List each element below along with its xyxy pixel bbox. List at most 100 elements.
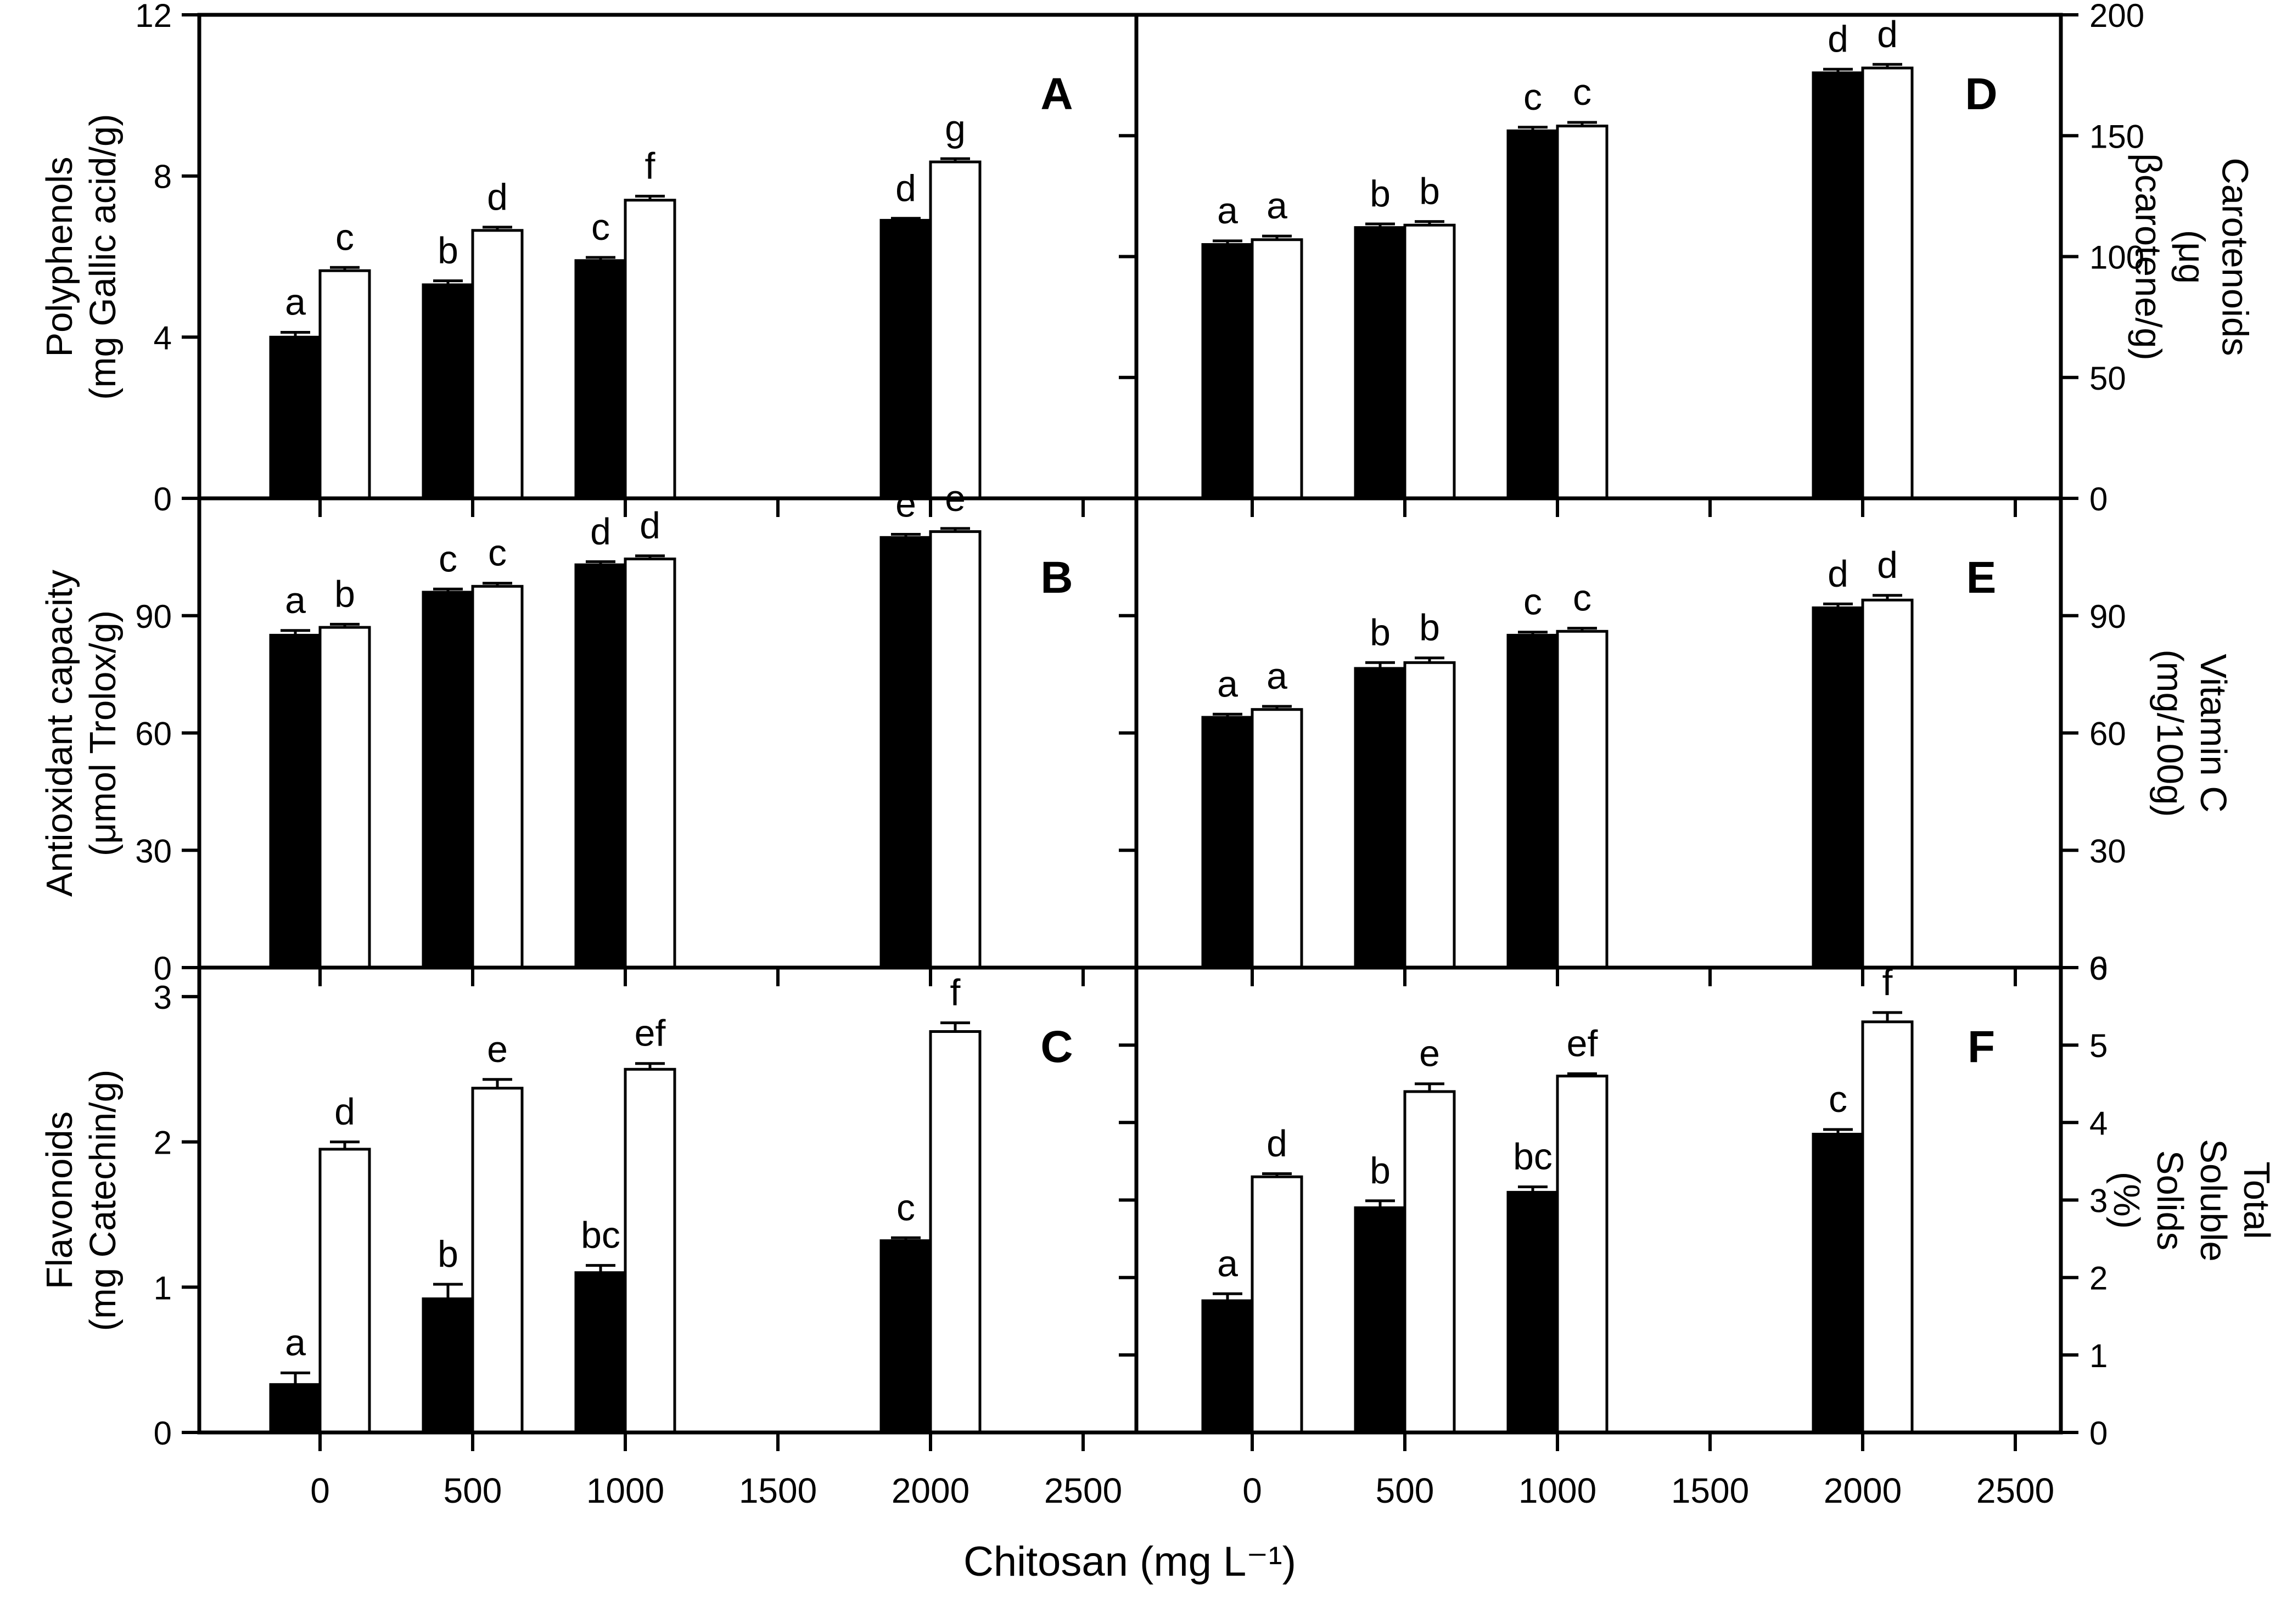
svg-text:2500: 2500 [1044, 1471, 1122, 1510]
svg-text:1500: 1500 [1671, 1471, 1749, 1510]
svg-text:2: 2 [154, 1125, 172, 1161]
svg-text:150: 150 [2089, 118, 2144, 155]
svg-text:D: D [1965, 69, 1997, 119]
svg-text:200: 200 [2089, 0, 2144, 34]
svg-text:30: 30 [2089, 833, 2126, 869]
svg-text:1000: 1000 [1518, 1471, 1596, 1510]
svg-text:bc: bc [1513, 1136, 1553, 1178]
svg-text:b: b [438, 1233, 458, 1275]
panel-D-chart: a a b b c c d d 0 50 100 150 200 D [1119, 0, 2144, 518]
svg-text:b: b [1370, 611, 1391, 653]
svg-text:c: c [1829, 1078, 1847, 1120]
panel-A-ylabel: Polyphenols (mg Gallic acid/g) [38, 113, 124, 400]
svg-text:b: b [334, 573, 355, 615]
svg-text:0: 0 [2089, 481, 2108, 518]
svg-text:60: 60 [2089, 716, 2126, 752]
svg-text:5: 5 [2089, 1027, 2108, 1064]
svg-text:a: a [285, 580, 306, 621]
panel-F-ylabel: Total Soluble Solids (%) [2105, 1138, 2278, 1262]
svg-text:0: 0 [310, 1471, 330, 1510]
svg-text:c: c [1573, 71, 1591, 113]
svg-text:d: d [1828, 18, 1848, 60]
svg-text:b: b [438, 230, 458, 272]
svg-text:ef: ef [635, 1013, 666, 1054]
svg-text:C: C [1040, 1022, 1073, 1072]
svg-text:a: a [1266, 655, 1287, 697]
svg-text:E: E [1966, 553, 1997, 603]
svg-text:a: a [1217, 1243, 1238, 1284]
svg-text:f: f [645, 145, 655, 187]
svg-text:2000: 2000 [1824, 1471, 1902, 1510]
svg-text:1000: 1000 [586, 1471, 664, 1510]
svg-text:a: a [1266, 185, 1287, 227]
svg-text:c: c [335, 216, 354, 258]
svg-text:4: 4 [154, 319, 172, 356]
svg-text:2: 2 [2089, 1260, 2108, 1297]
svg-text:c: c [1573, 577, 1591, 619]
svg-text:a: a [1217, 663, 1238, 705]
svg-text:4: 4 [2089, 1105, 2108, 1142]
svg-text:0: 0 [154, 1415, 172, 1452]
svg-text:a: a [285, 282, 306, 323]
svg-text:60: 60 [135, 716, 172, 752]
svg-text:c: c [896, 1187, 915, 1228]
svg-text:bc: bc [581, 1215, 620, 1256]
svg-text:0: 0 [154, 950, 172, 987]
svg-text:c: c [488, 532, 507, 574]
svg-text:0: 0 [2089, 1415, 2108, 1452]
svg-text:d: d [590, 510, 611, 552]
svg-text:1500: 1500 [739, 1471, 817, 1510]
svg-text:a: a [1217, 190, 1238, 232]
svg-text:500: 500 [1376, 1471, 1434, 1510]
svg-text:2000: 2000 [892, 1471, 969, 1510]
svg-text:e: e [895, 484, 916, 525]
panel-D-ylabel: Carotenoids (μg βcarotene/g) [2127, 153, 2256, 361]
svg-text:g: g [945, 108, 966, 149]
svg-text:50: 50 [2089, 360, 2126, 397]
svg-text:6: 6 [2089, 950, 2108, 987]
svg-text:c: c [1523, 76, 1542, 118]
svg-text:d: d [334, 1091, 355, 1133]
svg-text:a: a [285, 1322, 306, 1364]
svg-text:b: b [1370, 173, 1391, 215]
svg-text:e: e [487, 1029, 508, 1070]
svg-text:0: 0 [1242, 1471, 1262, 1510]
panel-E-chart: a a b b c c d d 0 30 60 90 E [1119, 496, 2126, 987]
svg-text:B: B [1040, 553, 1073, 603]
svg-text:c: c [439, 538, 457, 580]
svg-text:c: c [1523, 581, 1542, 623]
svg-text:d: d [1877, 544, 1898, 586]
panel-E-ylabel: Vitamin C (mg/100g) [2149, 649, 2234, 817]
svg-text:90: 90 [2089, 598, 2126, 635]
svg-text:12: 12 [135, 0, 172, 34]
panel-C-ylabel: Flavonoids (mg Catechin/g) [38, 1069, 124, 1331]
svg-text:f: f [1882, 962, 1893, 1003]
svg-text:d: d [1266, 1123, 1287, 1165]
svg-text:d: d [487, 176, 508, 218]
svg-text:1: 1 [2089, 1338, 2108, 1374]
svg-text:3: 3 [154, 979, 172, 1016]
svg-text:500: 500 [444, 1471, 502, 1510]
svg-text:0: 0 [154, 481, 172, 518]
svg-text:30: 30 [135, 833, 172, 869]
panel-C-chart: a d b e bc ef c f 0 1 2 3 0 500 1000 1500 2000 2500 C [154, 965, 1139, 1510]
svg-text:d: d [1877, 13, 1898, 55]
svg-text:F: F [1968, 1022, 1995, 1072]
svg-text:d: d [1828, 553, 1848, 594]
svg-text:90: 90 [135, 598, 172, 635]
svg-text:2500: 2500 [1976, 1471, 2054, 1510]
svg-text:0: 0 [2089, 950, 2108, 987]
svg-text:d: d [895, 167, 916, 209]
svg-text:A: A [1040, 69, 1073, 119]
svg-text:ef: ef [1567, 1022, 1598, 1064]
svg-text:d: d [640, 505, 660, 547]
panel-B-ylabel: Antioxidant capacity (μmol Trolox/g) [38, 569, 124, 897]
svg-text:3: 3 [2089, 1183, 2108, 1220]
svg-text:c: c [591, 206, 610, 248]
svg-text:1: 1 [154, 1269, 172, 1306]
svg-text:b: b [1419, 607, 1440, 649]
svg-text:f: f [950, 972, 961, 1014]
